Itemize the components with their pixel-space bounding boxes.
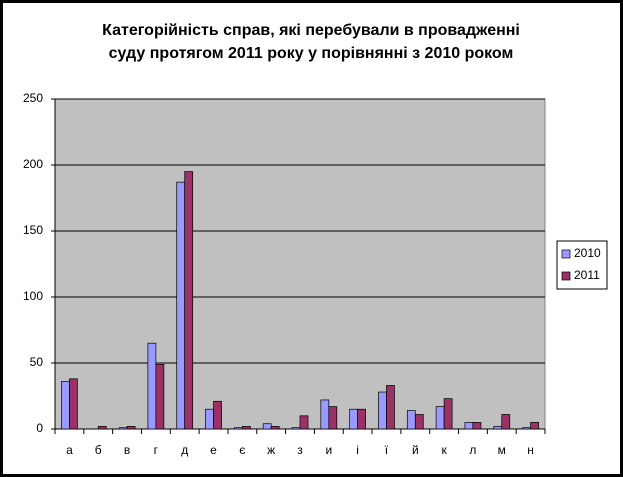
bar [97, 426, 107, 430]
bar [126, 426, 136, 430]
bar [242, 426, 251, 430]
bar [213, 400, 222, 430]
bar [378, 391, 387, 430]
x-tick-label: і [356, 443, 359, 457]
bar [147, 342, 157, 430]
x-tick-label: й [412, 443, 419, 457]
bar [349, 408, 358, 430]
bar [118, 427, 128, 430]
bar [414, 414, 424, 430]
bar [464, 422, 474, 430]
y-tick-label: 150 [23, 223, 43, 237]
x-tick-label: и [325, 443, 332, 457]
x-tick-label: б [95, 443, 102, 457]
bar [443, 398, 453, 430]
x-tick-label: з [297, 443, 303, 457]
bar [522, 427, 531, 430]
legend-swatch [561, 271, 571, 281]
chart-title: Категорійність справ, які перебували в п… [102, 22, 520, 39]
bar [270, 426, 280, 430]
y-tick-label: 0 [36, 421, 43, 435]
plot-area [54, 98, 546, 430]
legend-label: 2010 [574, 246, 601, 260]
bar [320, 399, 330, 430]
legend-label: 2011 [574, 268, 600, 282]
x-tick-label: є [239, 443, 245, 457]
bar [386, 385, 395, 430]
bar [493, 426, 503, 430]
x-tick-label: ж [267, 443, 275, 457]
y-tick-label: 250 [23, 91, 43, 105]
bar [184, 171, 194, 430]
chart-title: суду протягом 2011 року у порівнянні з 2… [109, 45, 514, 62]
x-tick-label: к [441, 443, 447, 457]
bar [357, 408, 366, 430]
legend-box [556, 240, 608, 290]
x-tick-label: в [124, 443, 130, 457]
x-tick-label: а [66, 443, 73, 457]
legend-swatch [561, 249, 571, 259]
bar [262, 423, 272, 430]
x-tick-label: г [154, 443, 159, 457]
y-tick-label: 200 [23, 157, 43, 171]
bar [69, 378, 78, 430]
bar [435, 406, 445, 430]
bar [530, 422, 539, 430]
x-tick-label: н [527, 443, 534, 457]
bar [406, 410, 416, 430]
bar [299, 415, 309, 430]
x-tick-label: ї [384, 443, 389, 457]
bar [234, 427, 243, 430]
x-tick-label: л [469, 443, 476, 457]
bar [61, 381, 70, 430]
y-tick-label: 50 [30, 355, 44, 369]
y-tick-label: 100 [23, 289, 43, 303]
bar [176, 181, 186, 430]
bar [291, 427, 301, 430]
bar [472, 422, 482, 430]
x-tick-label: д [181, 443, 188, 457]
bar [155, 363, 165, 430]
bar [205, 408, 214, 430]
bar [328, 406, 338, 430]
x-tick-label: е [210, 443, 217, 457]
x-tick-label: м [498, 443, 506, 457]
bar [501, 414, 511, 430]
